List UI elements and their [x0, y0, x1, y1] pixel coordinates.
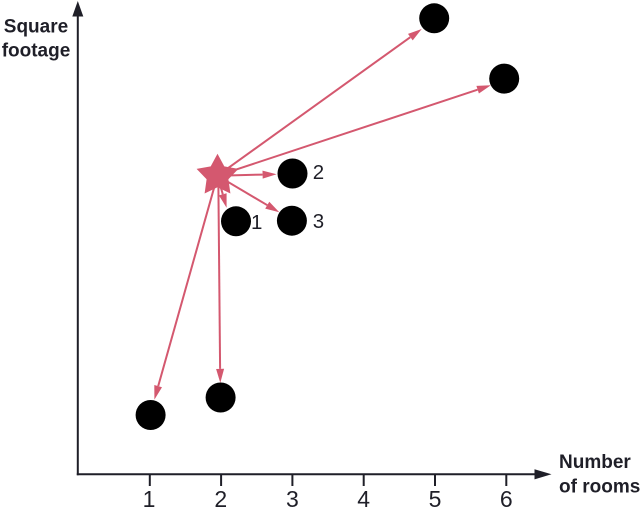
svg-text:1: 1	[251, 211, 262, 234]
svg-text:Number: Number	[559, 452, 631, 473]
svg-text:4: 4	[357, 486, 370, 512]
svg-text:2: 2	[313, 161, 324, 184]
svg-text:1: 1	[143, 486, 156, 512]
svg-text:3: 3	[313, 210, 324, 233]
svg-text:3: 3	[286, 486, 299, 512]
svg-text:5: 5	[429, 486, 442, 512]
svg-text:6: 6	[500, 486, 513, 512]
svg-text:footage: footage	[2, 40, 71, 61]
svg-text:of rooms: of rooms	[559, 476, 640, 497]
svg-text:Square: Square	[4, 17, 68, 38]
svg-text:2: 2	[214, 486, 227, 512]
